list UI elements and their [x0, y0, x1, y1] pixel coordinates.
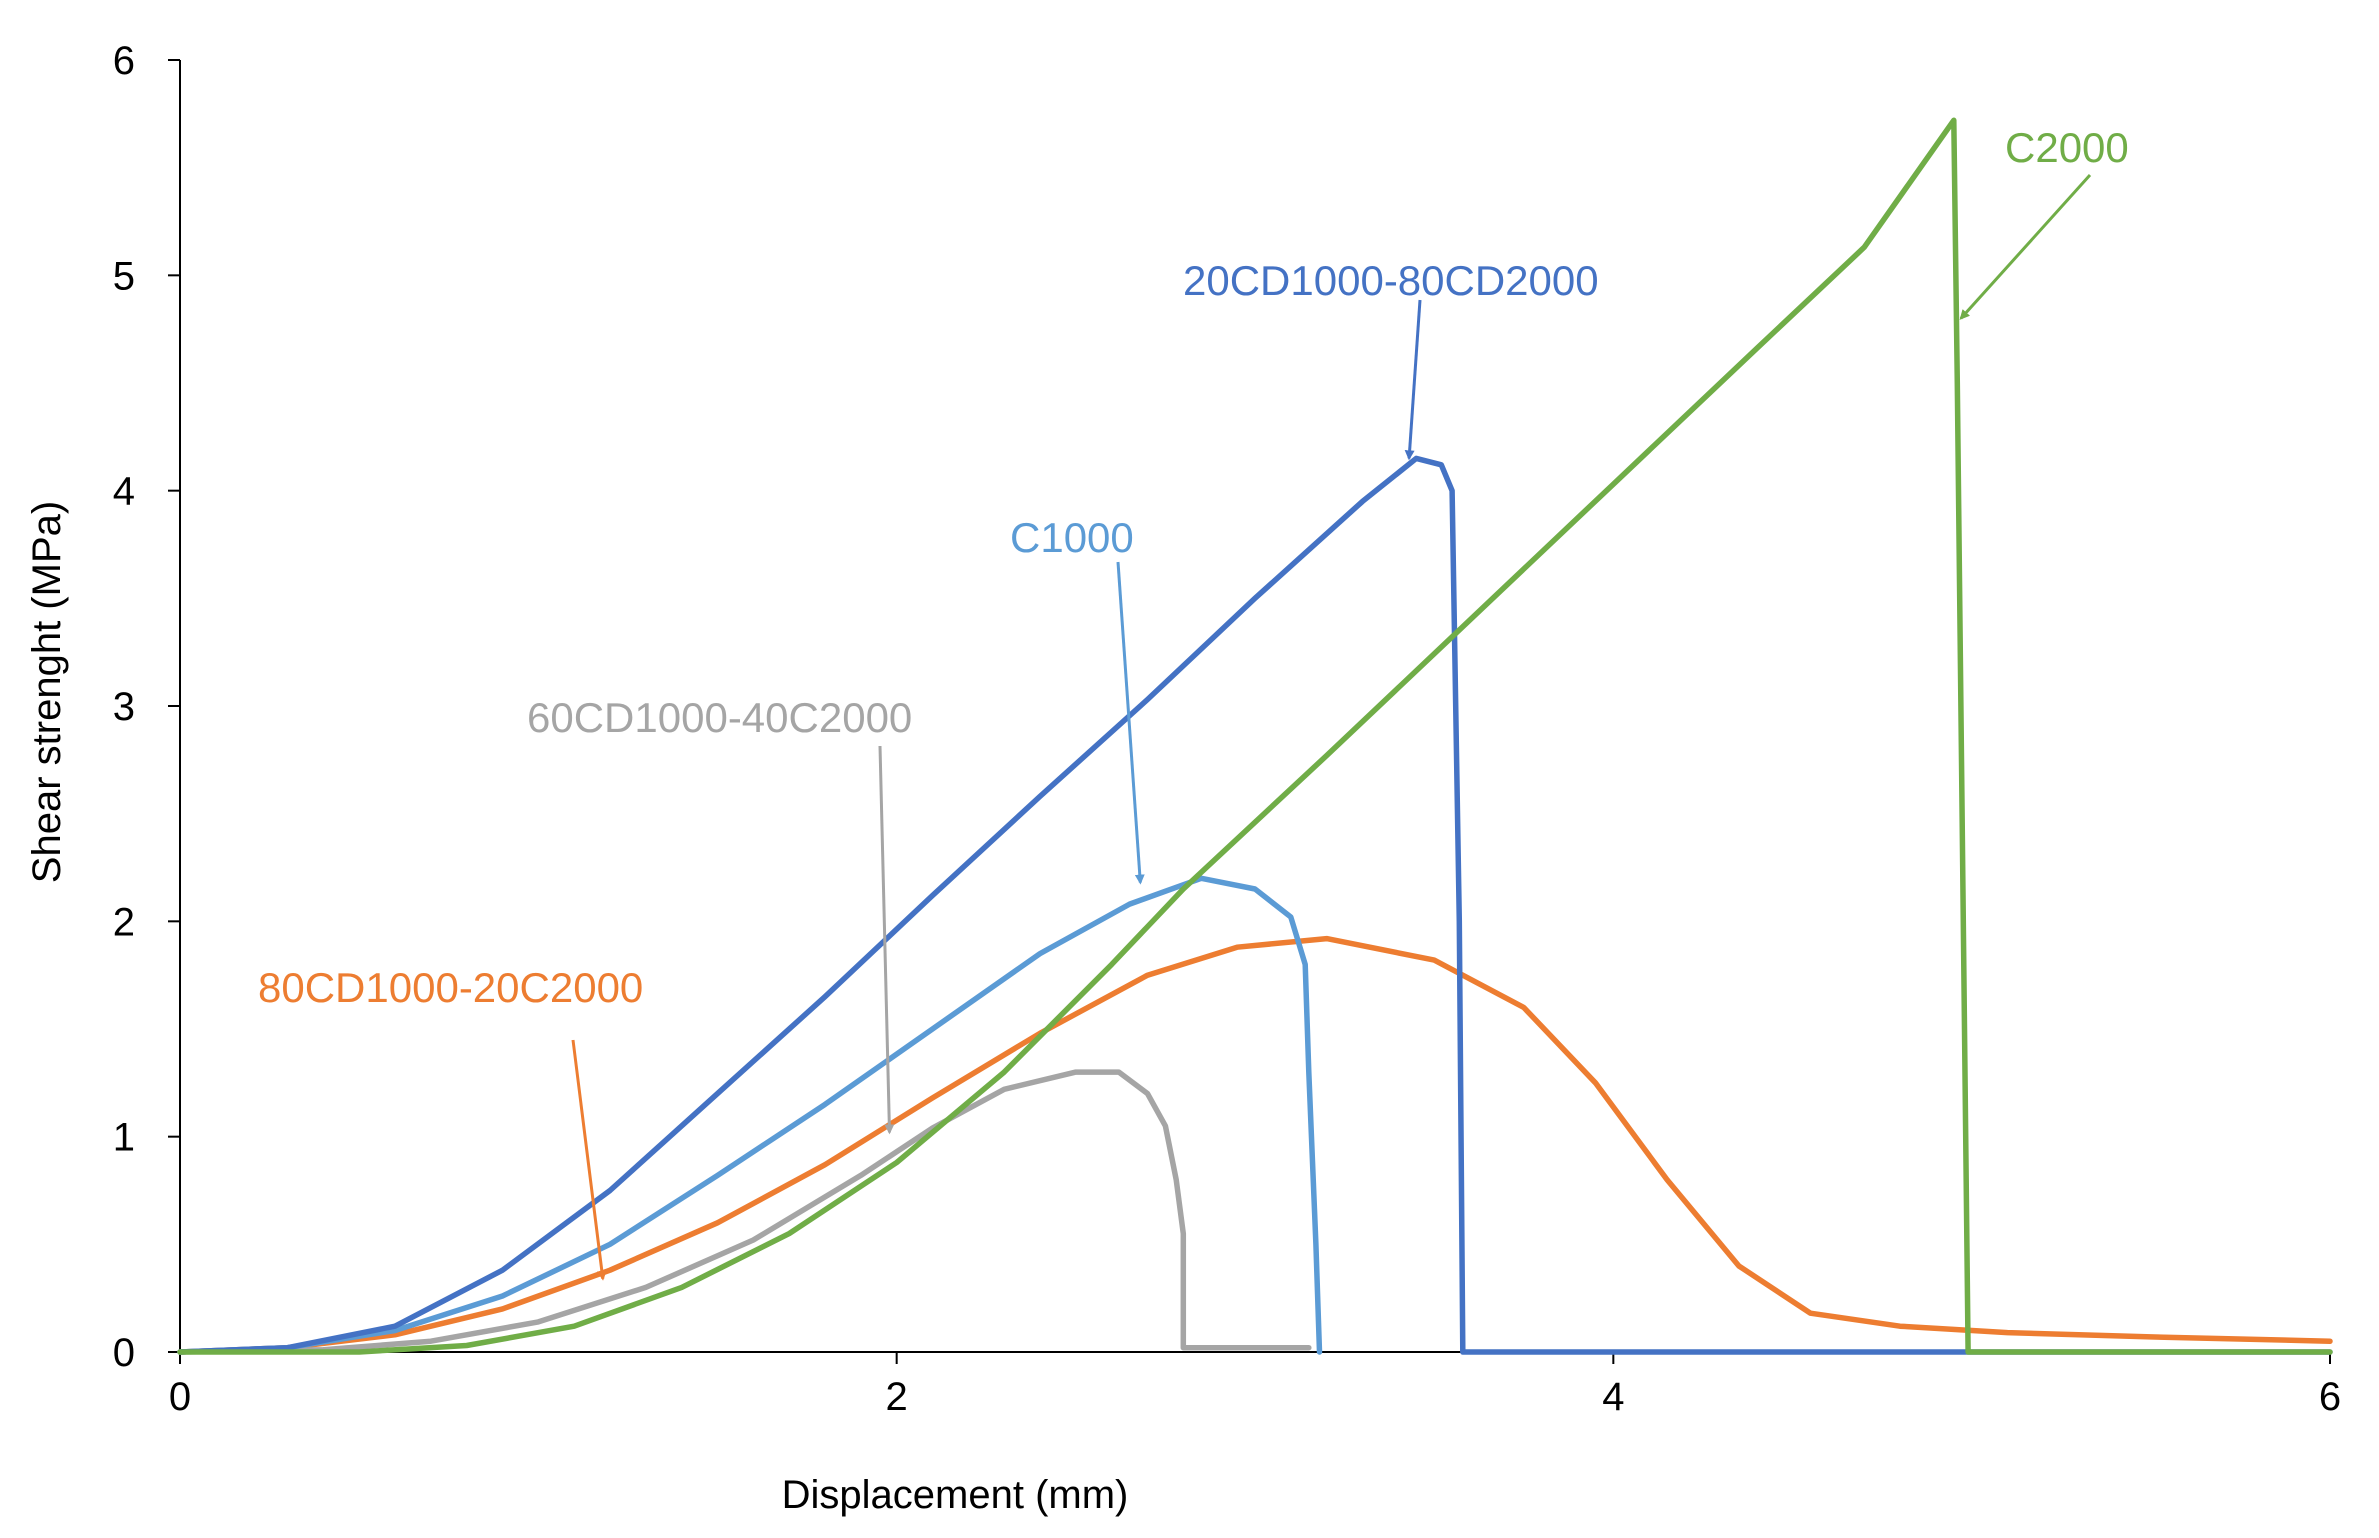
label-c1000: C1000 — [1010, 514, 1134, 561]
series-line-60cd1000-40c2000 — [177, 1069, 1312, 1355]
series-line-c2000 — [177, 117, 2333, 1355]
y-tick-label: 5 — [113, 254, 135, 298]
y-tick-label: 2 — [113, 900, 135, 944]
y-tick-label: 3 — [113, 685, 135, 729]
label-80cd1000-20c2000: 80CD1000-20C2000 — [258, 964, 643, 1011]
y-tick-label: 0 — [113, 1331, 135, 1375]
annotation-arrow — [1116, 561, 1145, 885]
label-60cd1000-40c2000: 60CD1000-40C2000 — [527, 694, 912, 741]
y-tick-label: 1 — [113, 1116, 135, 1160]
x-tick-label: 4 — [1602, 1375, 1624, 1419]
x-tick-label: 0 — [169, 1375, 191, 1419]
annotation-arrow — [1404, 299, 1422, 461]
label-20cd1000-80cd2000: 20CD1000-80CD2000 — [1183, 257, 1599, 304]
y-tick-label: 4 — [113, 470, 135, 514]
series-line-20cd1000-80cd2000 — [177, 455, 2333, 1355]
axes: 0 2 4 6 0 1 2 3 4 5 6 — [113, 39, 2341, 1419]
x-axis-title: Displacement (mm) — [782, 1473, 1129, 1517]
series-layer — [177, 117, 2333, 1355]
x-tick-label: 2 — [886, 1375, 908, 1419]
y-axis-title: Shear strenght (MPa) — [25, 501, 69, 883]
label-c2000: C2000 — [2005, 124, 2129, 171]
annotation-arrow — [1959, 173, 2092, 320]
annotation-arrow — [571, 1039, 607, 1281]
annotation-layer — [571, 173, 2092, 1281]
annotation-arrow — [878, 745, 895, 1135]
y-tick-label: 6 — [113, 39, 135, 83]
x-tick-label: 6 — [2319, 1375, 2341, 1419]
series-line-80cd1000-20c2000 — [177, 935, 2333, 1355]
series-line-c1000 — [177, 875, 1323, 1355]
